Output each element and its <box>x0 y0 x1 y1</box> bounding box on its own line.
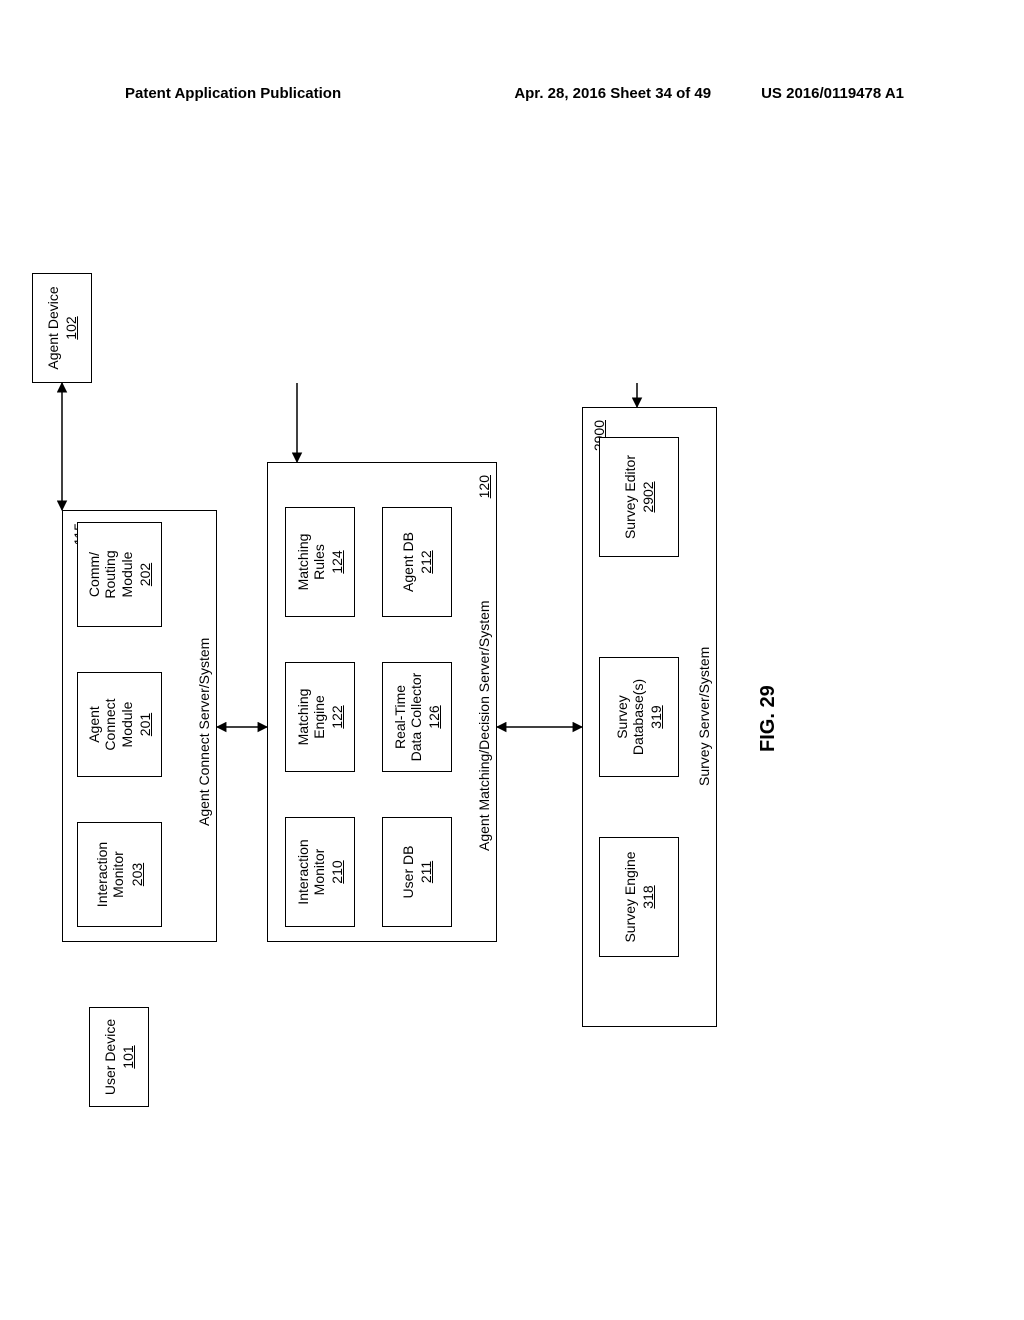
amd-me-num: 122 <box>329 705 345 728</box>
ss-survey-editor: Survey Editor 2902 <box>599 437 679 557</box>
ss-sed-num: 2902 <box>640 481 656 512</box>
agent-device-label: Agent Device <box>45 286 61 369</box>
amd-adb-label: Agent DB <box>400 532 416 592</box>
acs-acm-num: 201 <box>137 713 153 736</box>
acs-agent-connect-module: Agent Connect Module 201 <box>77 672 162 777</box>
amd-matching-rules: Matching Rules 124 <box>285 507 355 617</box>
header-right: US 2016/0119478 A1 <box>761 85 904 102</box>
user-device-num: 101 <box>120 1045 136 1068</box>
ss-sdb-label: Survey Database(s) <box>614 679 646 755</box>
amd-im-label: Interaction Monitor <box>295 839 327 904</box>
amd-rtdc-label: Real-Time Data Collector <box>392 673 424 762</box>
figure-29-diagram: User Device 101 Agent Device 102 Agent C… <box>37 383 887 927</box>
ss-sdb-num: 319 <box>648 705 664 728</box>
ss-sed-label: Survey Editor <box>622 455 638 539</box>
amd-realtime-data-collector: Real-Time Data Collector 126 <box>382 662 452 772</box>
amd-udb-num: 211 <box>418 861 434 883</box>
amd-user-db: User DB 211 <box>382 817 452 927</box>
amd-label: Agent Matching/Decision Server/System <box>476 600 492 851</box>
ss-label: Survey Server/System <box>696 647 712 786</box>
ss-survey-engine: Survey Engine 318 <box>599 837 679 957</box>
amd-im-num: 210 <box>329 860 345 883</box>
user-device-box: User Device 101 <box>89 1007 149 1107</box>
amd-mr-num: 124 <box>329 550 345 573</box>
acs-crm-label: Comm/ Routing Module <box>86 550 134 598</box>
acs-interaction-monitor: Interaction Monitor 203 <box>77 822 162 927</box>
ss-survey-databases: Survey Database(s) 319 <box>599 657 679 777</box>
acs-im-label: Interaction Monitor <box>94 842 126 907</box>
acs-crm-num: 202 <box>137 563 153 586</box>
amd-matching-engine: Matching Engine 122 <box>285 662 355 772</box>
ss-se-label: Survey Engine <box>622 851 638 942</box>
agent-device-num: 102 <box>63 316 79 339</box>
figure-label: FIG. 29 <box>757 685 780 752</box>
amd-adb-num: 212 <box>418 550 434 573</box>
amd-rtdc-num: 126 <box>426 705 442 728</box>
amd-agent-db: Agent DB 212 <box>382 507 452 617</box>
amd-interaction-monitor: Interaction Monitor 210 <box>285 817 355 927</box>
acs-acm-label: Agent Connect Module <box>86 698 134 750</box>
ss-se-num: 318 <box>640 885 656 908</box>
header-left: Patent Application Publication <box>125 85 341 102</box>
patent-header: Patent Application Publication Apr. 28, … <box>0 85 1024 102</box>
header-middle: Apr. 28, 2016 Sheet 34 of 49 <box>514 85 711 102</box>
acs-comm-routing-module: Comm/ Routing Module 202 <box>77 522 162 627</box>
amd-num: 120 <box>476 475 492 498</box>
amd-mr-label: Matching Rules <box>295 534 327 591</box>
acs-im-num: 203 <box>129 863 145 886</box>
acs-label: Agent Connect Server/System <box>196 638 212 826</box>
amd-udb-label: User DB <box>400 846 416 899</box>
amd-me-label: Matching Engine <box>295 689 327 746</box>
user-device-label: User Device <box>102 1019 118 1095</box>
agent-device-box: Agent Device 102 <box>32 273 92 383</box>
